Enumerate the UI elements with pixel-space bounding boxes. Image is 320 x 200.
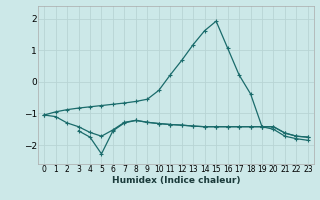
X-axis label: Humidex (Indice chaleur): Humidex (Indice chaleur) <box>112 176 240 185</box>
